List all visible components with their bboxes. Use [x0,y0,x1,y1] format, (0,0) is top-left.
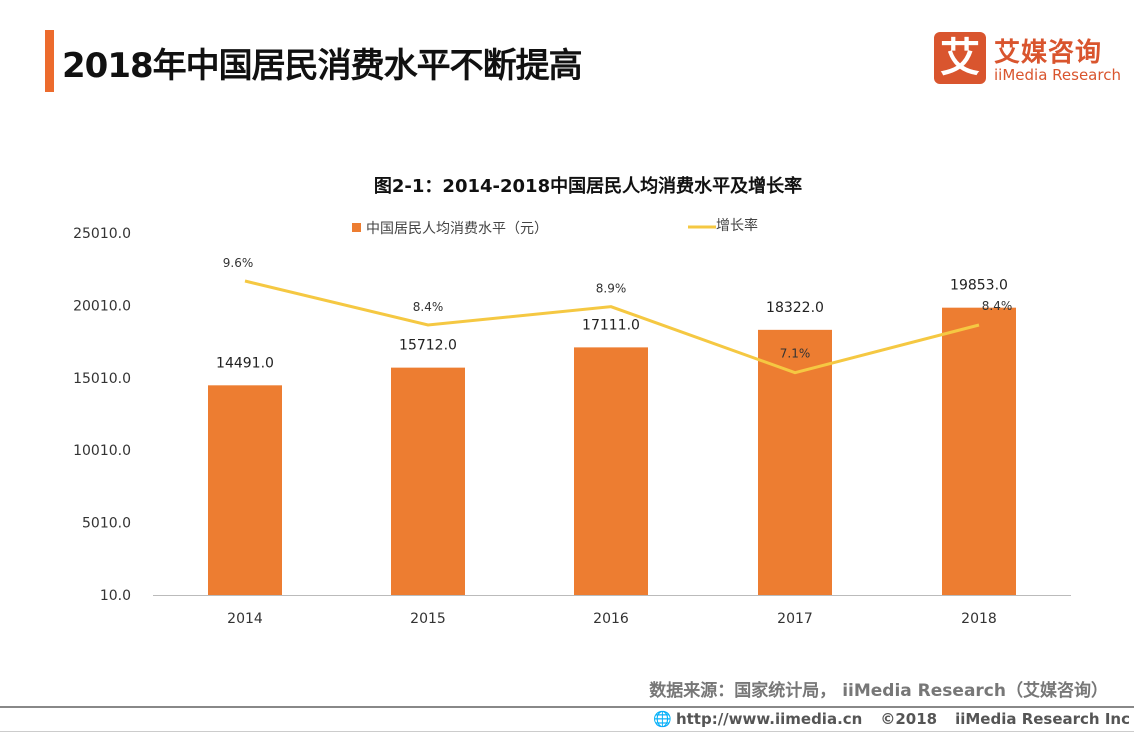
bar [942,307,1016,595]
y-tick-label: 5010.0 [82,516,131,532]
logo-name-cn: 艾媒咨询 [994,38,1103,68]
rate-value-label: 7.1% [780,347,811,361]
footer-bottom-line [0,731,1134,732]
y-tick-label: 10.0 [100,588,131,604]
logo: 艾 艾媒咨询 iiMedia Research [934,32,1124,88]
data-source: 数据来源：国家统计局， iiMedia Research（艾媒咨询） [649,681,1108,701]
chart: 图2-1：2014-2018中国居民人均消费水平及增长率 中国居民人均消费水平（… [73,175,1071,627]
x-tick-label: 2015 [410,611,446,627]
footer: 🌐 http://www.iimedia.cn ©2018 iiMedia Resea… [635,710,1130,728]
x-tick-label: 2014 [227,611,263,627]
legend-bar-label: 中国居民人均消费水平（元） [366,221,548,237]
y-tick-label: 20010.0 [73,298,131,314]
logo-name-en: iiMedia Research [994,66,1121,84]
globe-icon: 🌐 [653,710,672,728]
rate-value-label: 9.6% [223,256,254,270]
bar-value-label: 17111.0 [582,317,640,333]
bar [208,385,282,595]
bar [574,347,648,595]
x-tick-label: 2018 [961,611,997,627]
bar [391,367,465,595]
bar-value-label: 19853.0 [950,278,1008,294]
x-tick-label: 2016 [593,611,629,627]
page-title: 2018年中国居民消费水平不断提高 [62,46,583,86]
y-tick-label: 10010.0 [73,443,131,459]
bar-value-label: 15712.0 [399,338,457,354]
footer-url[interactable]: http://www.iimedia.cn [675,710,863,728]
footer-divider [0,706,1134,708]
y-tick-label: 15010.0 [73,371,131,387]
title-accent-bar [45,30,54,92]
rate-value-label: 8.4% [982,299,1013,313]
bar-value-label: 14491.0 [216,355,274,371]
footer-company: iiMedia Research Inc [955,710,1130,728]
footer-copyright: ©2018 [880,710,938,728]
growth-rate-line [244,279,980,375]
rate-value-label: 8.9% [596,282,627,296]
legend-line-label: 增长率 [716,217,758,234]
logo-mark: 艾 [934,32,986,84]
chart-title: 图2-1：2014-2018中国居民人均消费水平及增长率 [374,175,802,197]
rate-value-label: 8.4% [413,300,444,314]
y-tick-label: 25010.0 [73,226,131,242]
legend: 中国居民人均消费水平（元） 增长率 [352,217,758,237]
bar-value-label: 18322.0 [766,300,824,316]
bar [758,329,832,595]
legend-bar-swatch [352,223,361,232]
x-tick-label: 2017 [777,611,813,627]
